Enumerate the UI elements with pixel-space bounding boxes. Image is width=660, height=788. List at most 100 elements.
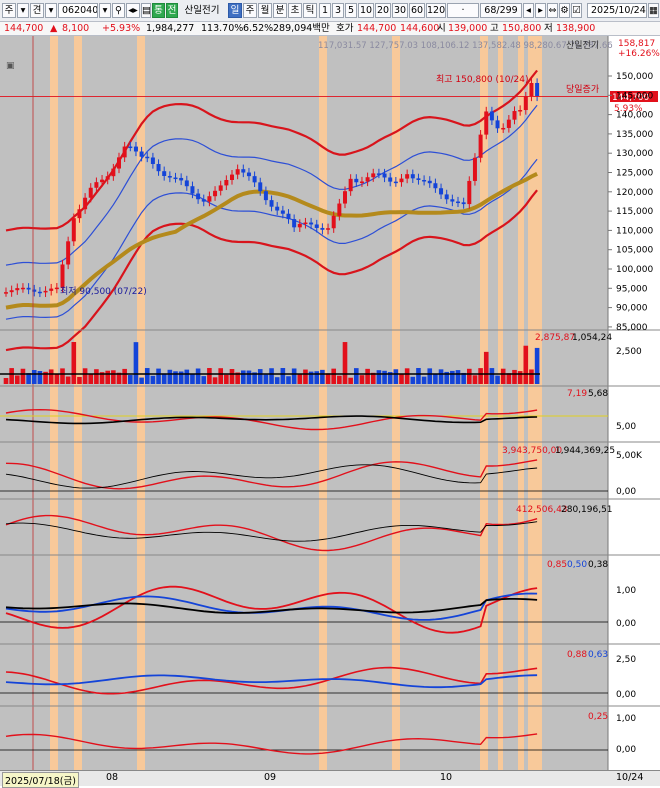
interval-60[interactable]: 60 [409,3,425,18]
interval-1[interactable]: 1 [319,3,331,18]
volume-bar [500,368,506,384]
candle [416,178,421,180]
low-price: 138,900 [556,23,596,34]
chart-options[interactable]: · [447,3,479,18]
candle [478,134,483,158]
volume-bar [433,374,438,384]
candle [326,228,331,230]
candle [292,219,297,228]
interval-10[interactable]: 10 [358,3,374,18]
candle [235,169,240,175]
volume-bar [43,371,48,384]
page-indicator: 68/299 [480,3,522,18]
prev-stock-icon[interactable]: ◂▸ [126,3,140,18]
bollinger-upper [5,69,538,232]
x-axis: 2025/07/18(금) 08 09 10 10/24 [0,770,660,788]
interval-3[interactable]: 3 [332,3,344,18]
list-icon[interactable]: ▤ [141,3,151,18]
volume-bar [354,368,359,384]
volume-bar [337,375,342,384]
stock-name: 산일전기 [179,3,225,18]
volume-bar [382,370,387,384]
current-pct-tag: 5.93% [614,104,643,114]
candle [77,209,82,219]
volume-bar [489,368,495,384]
zoom-icon[interactable]: ⇔ [547,3,558,18]
volume-bar [144,368,150,384]
candle [196,193,201,200]
interval-120[interactable]: 120 [426,3,446,18]
market-dropdown[interactable]: ▾ [17,3,29,18]
candle [9,290,14,293]
ind5-blue [5,674,538,689]
candle [410,174,415,179]
interval-20[interactable]: 20 [375,3,391,18]
calendar-icon[interactable]: ▦ [648,3,659,18]
stock-code-input[interactable]: 062040 [58,3,98,18]
period-week[interactable]: 주 [243,3,257,18]
candle [66,241,71,265]
ask-label: 호가 [336,23,354,34]
period-day[interactable]: 일 [228,3,242,18]
trade-amount: 289,094백만 [273,23,330,34]
volume-bar [156,368,161,384]
candle [213,190,218,197]
volume-bar [94,369,99,384]
period-second[interactable]: 초 [288,3,302,18]
price-axis: 150,000 145,000 140,000 135,000 130,000 125,0… [608,72,653,333]
ind1-value-2: 5,68 [588,389,608,399]
volume-bar [291,368,297,384]
interval-5[interactable]: 5 [345,3,357,18]
market-sub-select[interactable]: 견 [30,3,44,18]
panel-menu-icon[interactable]: ▣ [6,61,15,71]
volume-bar [224,374,229,384]
toolbar: 주 ▾ 견 ▾ 062040 ▾ ⚲ ◂▸ ▤ 통 전 산일전기 일 주 월 분… [0,0,660,22]
search-icon[interactable]: ⚲ [112,3,125,18]
volume-bar [65,376,71,384]
checkbox-icon[interactable]: ☑ [571,3,582,18]
volume-bar [20,368,26,384]
candle [371,173,376,178]
high-note: 최고 150,800 (10/24) [436,74,528,85]
volume-bar [512,369,517,384]
volume-bar [444,371,449,384]
volume-bar [280,368,286,384]
candle [365,177,370,182]
candle [173,177,178,180]
volume-bar [303,369,308,384]
highlight-col-0 [50,36,58,770]
badge-tong[interactable]: 통 [152,3,165,18]
x-label-aug: 08 [106,772,119,783]
candle [43,290,48,293]
candle [343,191,347,204]
ind2-value-1: 3,943,750,00 [502,446,562,456]
volume-value-1: 2,875,87 [535,333,575,343]
market-sub-dropdown[interactable]: ▾ [45,3,57,18]
volume-bar [235,372,240,384]
period-month[interactable]: 월 [258,3,272,18]
ind5-value-1: 0,88 [567,650,587,660]
scroll-left-icon[interactable]: ◂ [523,3,534,18]
volume-bar [71,342,77,384]
stock-chart[interactable]: 117,031.57 127,757.03 108,106.12 137,582… [0,36,660,770]
candle [467,180,472,205]
ind6-tick-top: 1,00 [616,714,636,724]
candle [201,199,206,202]
candle [60,264,65,288]
interval-30[interactable]: 30 [392,3,408,18]
scroll-right-icon[interactable]: ▸ [535,3,546,18]
date-input[interactable]: 2025/10/24 [587,3,647,18]
settings-icon[interactable]: ⚙ [559,3,570,18]
candle [501,127,506,130]
volume-bar [218,368,223,384]
market-select[interactable]: 주 [2,3,16,18]
volume-bar [421,376,427,384]
volume-bar [178,371,184,384]
period-minute[interactable]: 분 [273,3,287,18]
period-tick[interactable]: 틱 [303,3,317,18]
code-dropdown[interactable]: ▾ [99,3,111,18]
ind4-value-1: 0,85 [547,560,567,570]
candle [309,222,314,225]
volume-bar [348,377,353,384]
candle [94,182,99,188]
